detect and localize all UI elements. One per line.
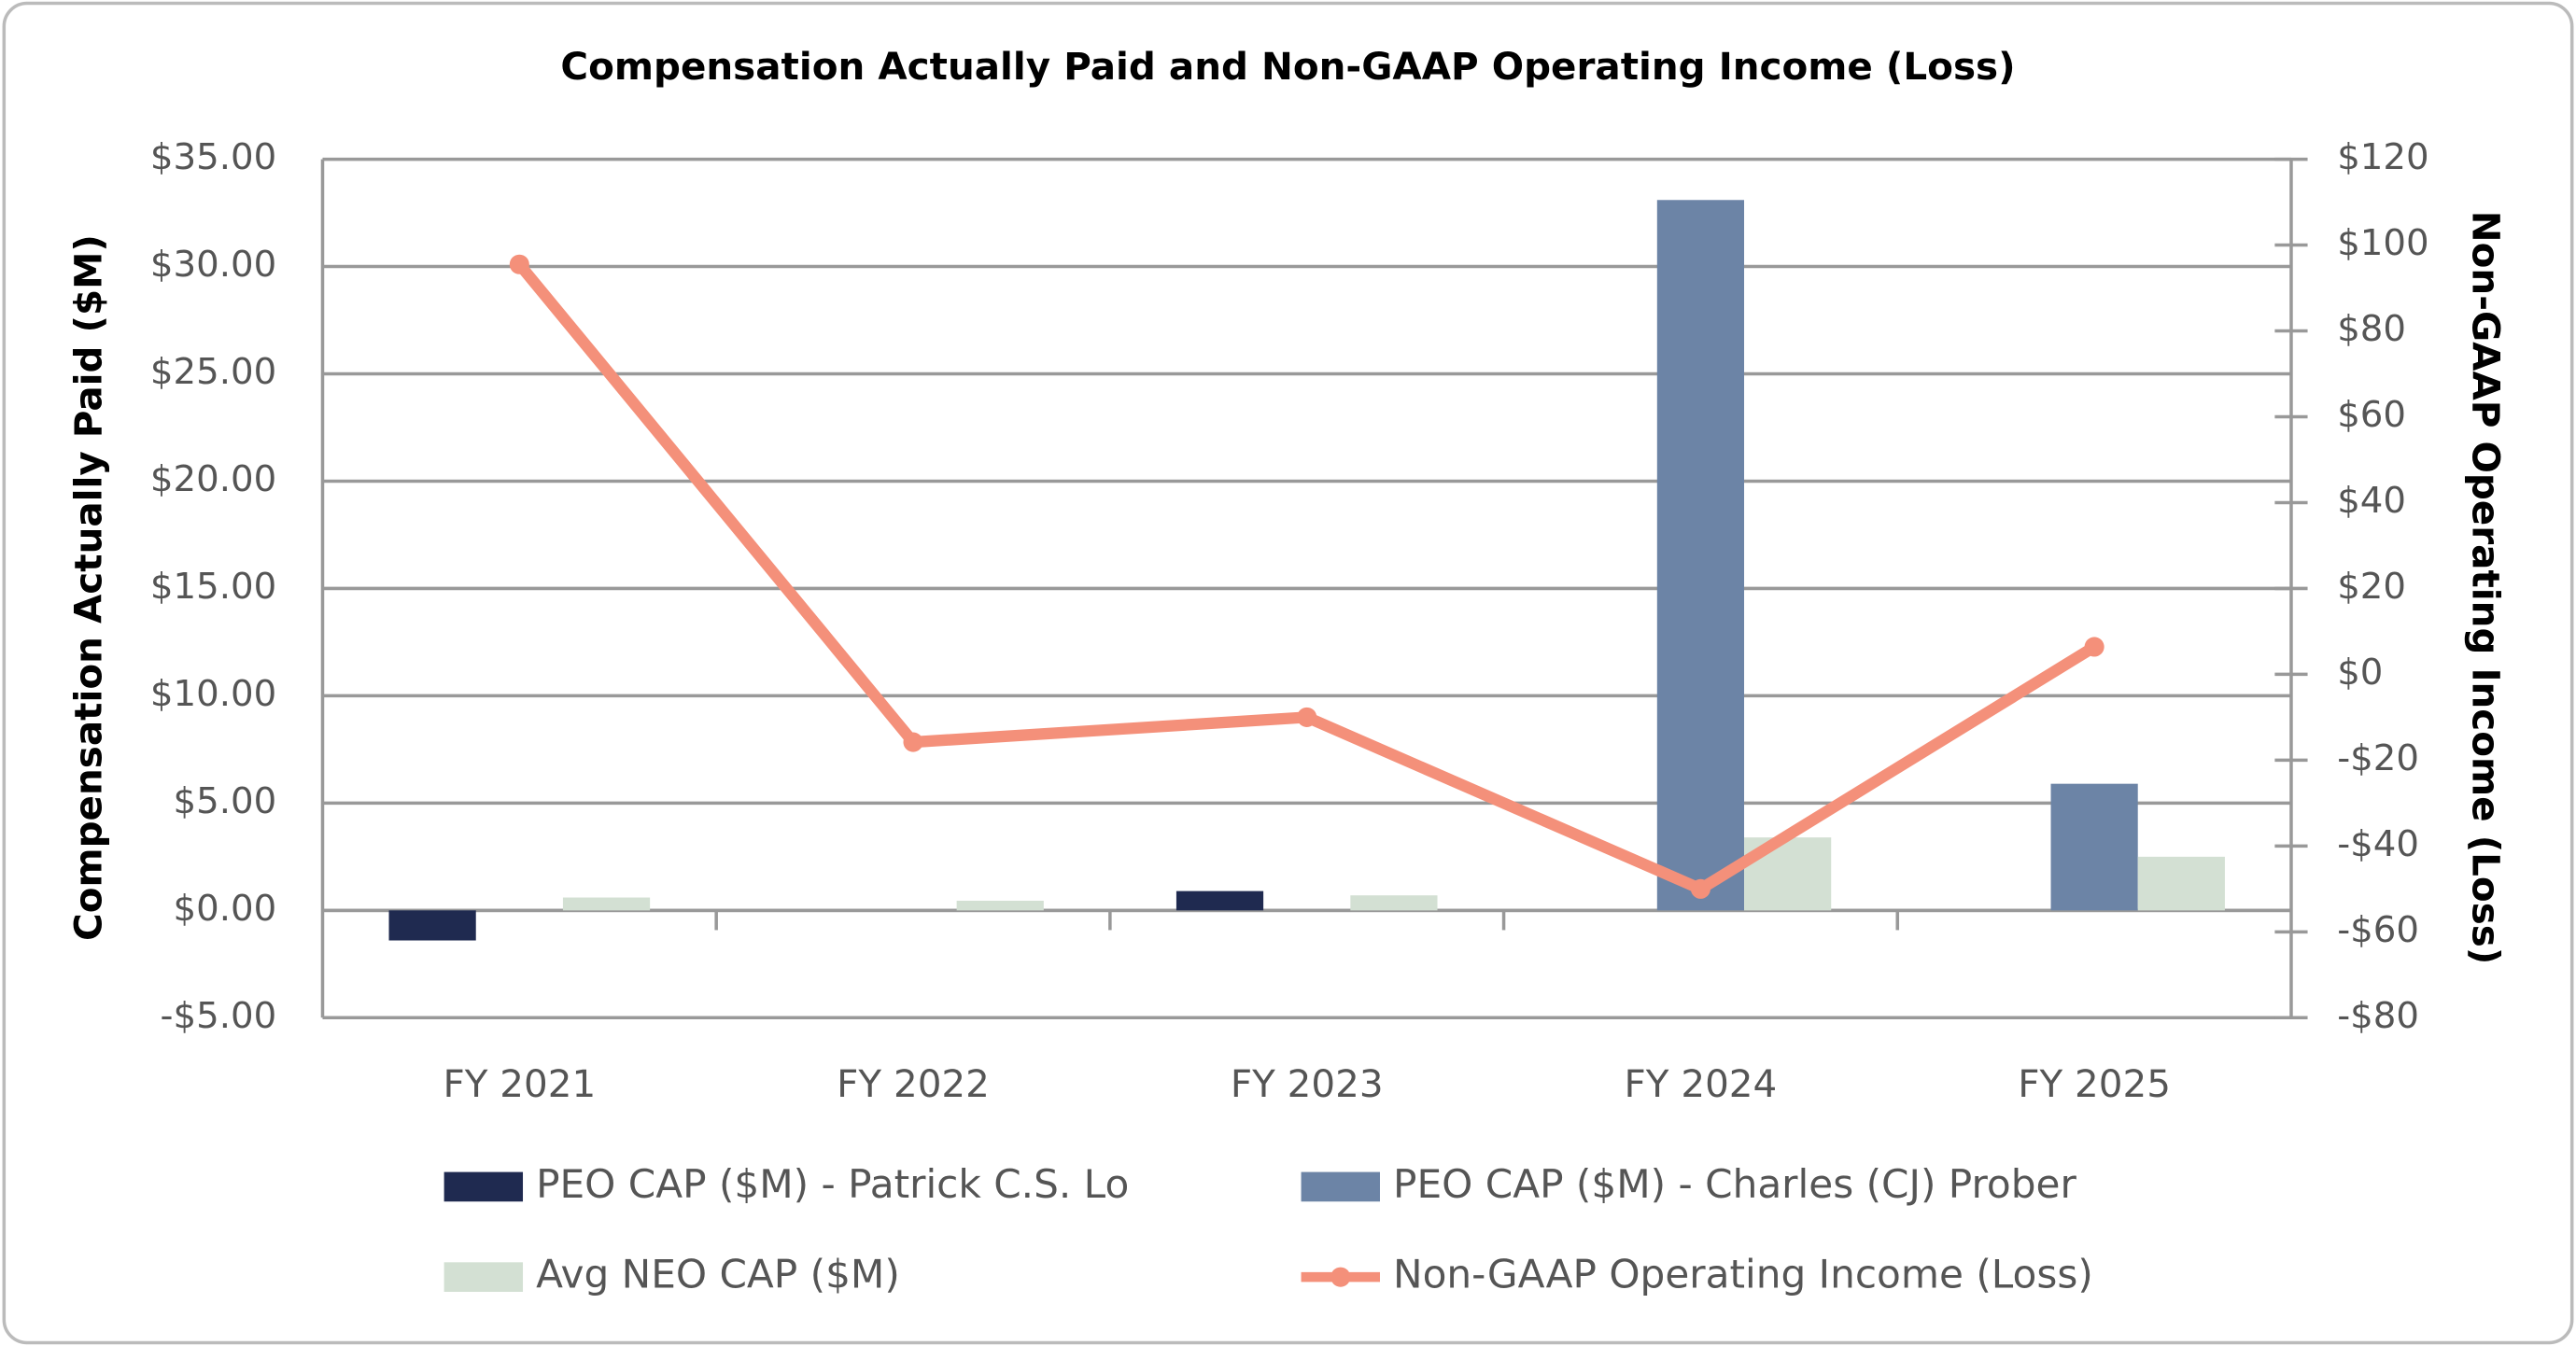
y2-tick-label: $0 bbox=[2337, 652, 2383, 694]
legend-key bbox=[443, 1171, 524, 1202]
legend-label: Avg NEO CAP ($M) bbox=[536, 1252, 900, 1297]
y-tick-label: $35.00 bbox=[150, 136, 276, 178]
x-tick-label: FY 2022 bbox=[837, 1061, 990, 1106]
legend-label: PEO CAP ($M) - Charles (CJ) Prober bbox=[1393, 1161, 2076, 1207]
line-marker bbox=[903, 732, 923, 752]
bar bbox=[1656, 200, 1745, 911]
y2-tick-label: -$60 bbox=[2337, 909, 2419, 951]
chart-title: Compensation Actually Paid and Non-GAAP … bbox=[560, 44, 2015, 89]
legend-key bbox=[443, 1262, 524, 1292]
y-tick-label: -$5.00 bbox=[161, 995, 277, 1037]
legend-label: PEO CAP ($M) - Patrick C.S. Lo bbox=[536, 1161, 1129, 1207]
y-axis-title: Compensation Actually Paid ($M) bbox=[66, 234, 111, 941]
x-tick-label: FY 2021 bbox=[443, 1061, 596, 1106]
y-tick-label: $30.00 bbox=[150, 244, 276, 286]
legend-key-marker bbox=[1330, 1267, 1351, 1287]
line-marker bbox=[1690, 878, 1710, 899]
bar bbox=[1175, 890, 1264, 911]
y2-tick-label: $40 bbox=[2337, 480, 2406, 522]
y2-tick-label: -$20 bbox=[2337, 737, 2419, 779]
x-tick-label: FY 2023 bbox=[1231, 1061, 1384, 1106]
y2-axis-title: Non-GAAP Operating Income (Loss) bbox=[2464, 211, 2509, 965]
y-tick-label: $15.00 bbox=[150, 566, 276, 608]
line-marker bbox=[1297, 707, 1317, 727]
y2-tick-label: $100 bbox=[2337, 222, 2428, 264]
line-marker bbox=[2084, 637, 2104, 657]
legend-key bbox=[1301, 1171, 1380, 1202]
bar bbox=[2050, 783, 2138, 911]
bar bbox=[1350, 895, 1438, 911]
y-tick-label: $5.00 bbox=[174, 780, 277, 822]
x-tick-label: FY 2025 bbox=[2018, 1061, 2171, 1106]
y-tick-label: $0.00 bbox=[174, 888, 277, 930]
y2-tick-label: $20 bbox=[2337, 566, 2406, 608]
y-tick-label: $25.00 bbox=[150, 351, 276, 393]
bar bbox=[2137, 856, 2225, 911]
y2-tick-label: $60 bbox=[2337, 394, 2406, 436]
line-marker bbox=[509, 254, 529, 274]
bar bbox=[388, 910, 476, 941]
y2-tick-label: $120 bbox=[2337, 136, 2428, 178]
y2-tick-label: -$40 bbox=[2337, 823, 2419, 865]
x-tick-label: FY 2024 bbox=[1625, 1061, 1778, 1106]
y2-tick-label: $80 bbox=[2337, 308, 2406, 350]
legend-label: Non-GAAP Operating Income (Loss) bbox=[1393, 1252, 2093, 1297]
y2-tick-label: -$80 bbox=[2337, 995, 2419, 1037]
bar bbox=[956, 900, 1044, 911]
y-tick-label: $10.00 bbox=[150, 673, 276, 715]
bar bbox=[562, 897, 651, 911]
y-tick-label: $20.00 bbox=[150, 458, 276, 500]
